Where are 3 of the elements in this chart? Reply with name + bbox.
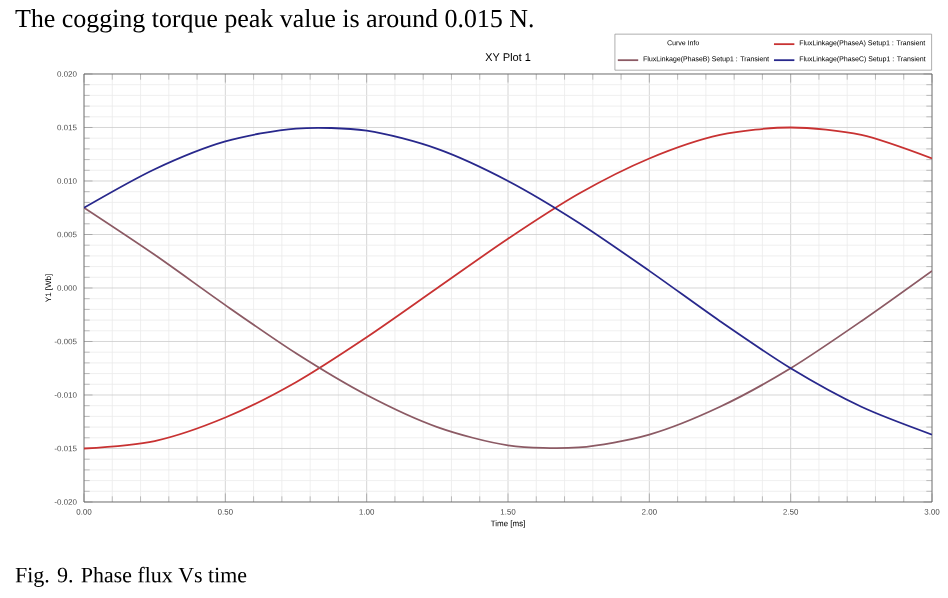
caption: Fig. 9. Phase flux Vs time — [15, 566, 247, 587]
line-series — [84, 206, 933, 450]
text: The cogging torque peak value is around 0.015 N. — [15, 9, 533, 33]
